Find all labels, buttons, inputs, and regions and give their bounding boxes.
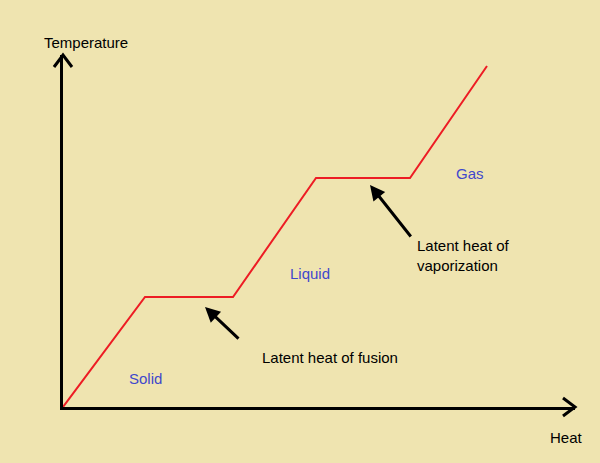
svg-text:Solid: Solid bbox=[129, 370, 162, 387]
svg-text:Latent heat ofvaporization: Latent heat ofvaporization bbox=[417, 237, 510, 274]
svg-text:Gas: Gas bbox=[456, 165, 484, 182]
svg-text:Latent heat of fusion: Latent heat of fusion bbox=[262, 349, 398, 366]
svg-text:Temperature: Temperature bbox=[44, 34, 128, 51]
svg-text:Liquid: Liquid bbox=[290, 265, 330, 282]
svg-text:Heat: Heat bbox=[550, 429, 583, 446]
